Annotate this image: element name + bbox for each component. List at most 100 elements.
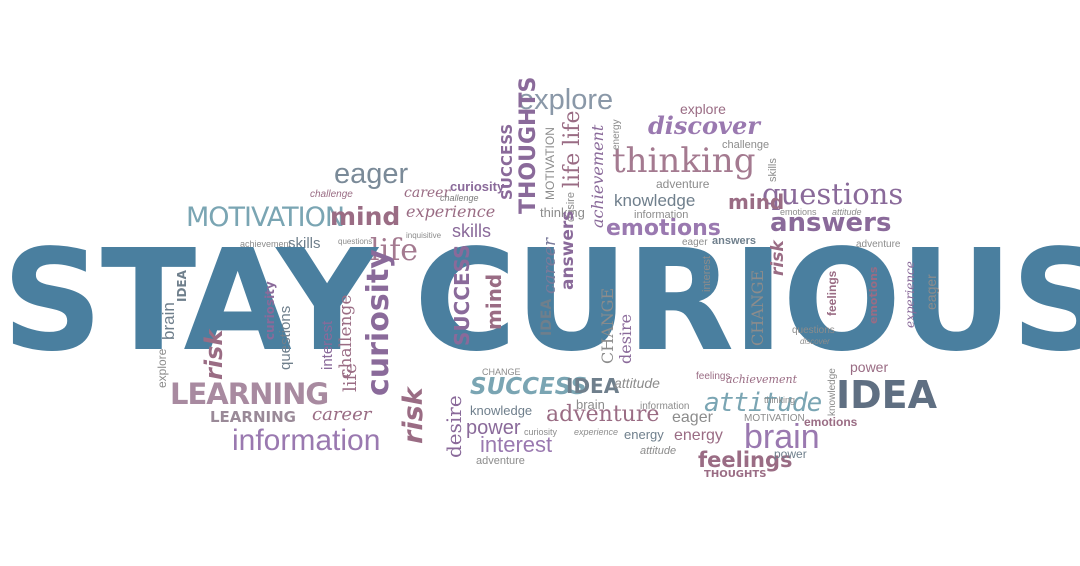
word-adventure-c: adventure — [546, 402, 660, 427]
word-brain: brain — [744, 418, 820, 456]
word-eager-a: eager — [682, 237, 708, 248]
word-idea-v2: IDEA — [539, 298, 555, 336]
word-emotions-v: emotions — [867, 266, 880, 324]
word-thoughts-v: THOUGHTS — [516, 76, 541, 214]
word-idea-big: IDEA — [836, 373, 938, 417]
word-brain-a: brain — [576, 397, 605, 412]
word-motivation-v: MOTIVATION — [543, 127, 557, 200]
word-experience-small: experience — [574, 427, 619, 437]
word-inquisitive: inquisitive — [406, 231, 442, 240]
word-explore-small: explore — [680, 101, 726, 117]
word-change-v2: CHANGE — [748, 269, 767, 346]
word-change-v: CHANGE — [598, 287, 617, 364]
word-success-v2: SUCCESS — [450, 244, 474, 346]
word-experience: experience — [406, 202, 496, 221]
word-answers: answers — [770, 208, 892, 238]
word-idea-a: IDEA — [566, 374, 620, 398]
word-information: information — [634, 209, 689, 221]
word-skills: skills — [452, 221, 491, 241]
word-answers-a: answers — [712, 235, 757, 247]
word-career-b: career — [312, 404, 372, 425]
word-thoughts: THOUGHTS — [704, 469, 767, 480]
word-knowledge-v: knowledge — [827, 368, 838, 416]
word-thinking: thinking — [612, 141, 756, 181]
word-curiosity-big-v: curiosity — [361, 249, 396, 396]
word-attitude-b: attitude — [614, 375, 660, 391]
word-idea-v: IDEA — [175, 270, 189, 302]
headline-curious: CURIOUS — [414, 220, 1080, 383]
word-adventure: adventure — [656, 177, 710, 191]
word-thinking-small: thinking — [540, 205, 585, 220]
word-power-c: power — [774, 447, 807, 461]
word-eager-b: eager — [672, 409, 713, 426]
word-eager-v: eager — [923, 274, 939, 310]
word-adventure-d: adventure — [476, 455, 525, 467]
word-risk-v2: risk — [768, 240, 788, 276]
word-power-a: power — [850, 359, 889, 375]
word-challenge-b: challenge — [440, 193, 479, 203]
word-motivation: MOTIVATION — [186, 202, 345, 233]
word-explore-v: explore — [155, 348, 169, 388]
word-questions: questions — [762, 177, 904, 211]
word-feelings-a: feelings — [696, 371, 731, 382]
word-questions-v: questions — [277, 305, 294, 370]
word-learning: LEARNING — [170, 377, 329, 411]
word-success-v: SUCCESS — [498, 123, 516, 200]
word-adventure-b: adventure — [856, 239, 901, 250]
headline-stay: STAY — [2, 220, 378, 383]
word-motivation-small: MOTIVATION — [744, 413, 805, 424]
word-life-life-v: life life — [560, 110, 585, 188]
word-emotions: emotions — [606, 216, 721, 241]
word-mind-b: mind — [728, 190, 785, 214]
word-curiosity: curiosity — [450, 179, 505, 194]
word-achievement-b: achievement — [726, 373, 798, 386]
word-desire-v2: desire — [442, 395, 466, 458]
word-achievement: achievement — [240, 239, 292, 249]
word-thinking-v: thinking — [764, 395, 796, 405]
word-achievement-v: achievement — [588, 124, 607, 228]
word-information-b: information — [640, 401, 690, 412]
word-discover: discover — [648, 111, 760, 140]
word-knowledge-b: knowledge — [470, 403, 533, 418]
word-explore: explore — [518, 84, 614, 116]
word-power-b: power — [466, 417, 521, 439]
word-discover-b: discover — [800, 337, 830, 346]
word-mind-v: mind — [482, 273, 506, 330]
word-success: SUCCESS — [470, 374, 588, 400]
word-mind: mind — [330, 202, 401, 231]
word-interest-v: interest — [319, 320, 336, 370]
word-brain-v: brain — [159, 302, 178, 340]
word-information-big: information — [232, 424, 381, 457]
word-skills-b: skills — [288, 235, 321, 252]
word-attitude: attitude — [704, 388, 822, 418]
word-life: life — [370, 233, 419, 268]
word-challenge-top: challenge — [722, 139, 770, 151]
word-eager: eager — [334, 158, 409, 190]
word-career: career — [404, 185, 451, 201]
word-challenge-a: challenge — [310, 189, 353, 200]
word-interest: interest — [480, 432, 553, 457]
word-curiosity-small: curiosity — [524, 427, 558, 437]
word-curiosity-v: curiosity — [263, 281, 277, 340]
word-answers-v: answers — [558, 210, 578, 290]
word-energy-v: energy — [611, 119, 622, 150]
word-energy-b: energy — [674, 427, 723, 444]
word-experience-v: experience — [903, 261, 917, 328]
word-skills-v: skills — [767, 158, 779, 182]
word-questions-b: questions — [792, 325, 835, 336]
word-energy-a: energy — [624, 427, 664, 442]
word-life-v: life — [340, 363, 361, 392]
word-risk-v: risk — [200, 329, 228, 380]
word-questions-a: questions — [338, 237, 373, 246]
word-emotions-a: emotions — [780, 207, 817, 217]
word-learning-b: LEARNING — [210, 408, 296, 426]
word-feelings-v: feelings — [825, 270, 839, 316]
word-attitude-c: attitude — [640, 445, 677, 457]
word-feelings: feelings — [698, 448, 793, 472]
word-interest-v2: interest — [701, 255, 713, 292]
word-desire-v: desire — [616, 313, 635, 364]
word-career-v: career — [540, 237, 560, 294]
word-change-small: CHANGE — [482, 367, 521, 377]
word-knowledge: knowledge — [614, 191, 696, 210]
